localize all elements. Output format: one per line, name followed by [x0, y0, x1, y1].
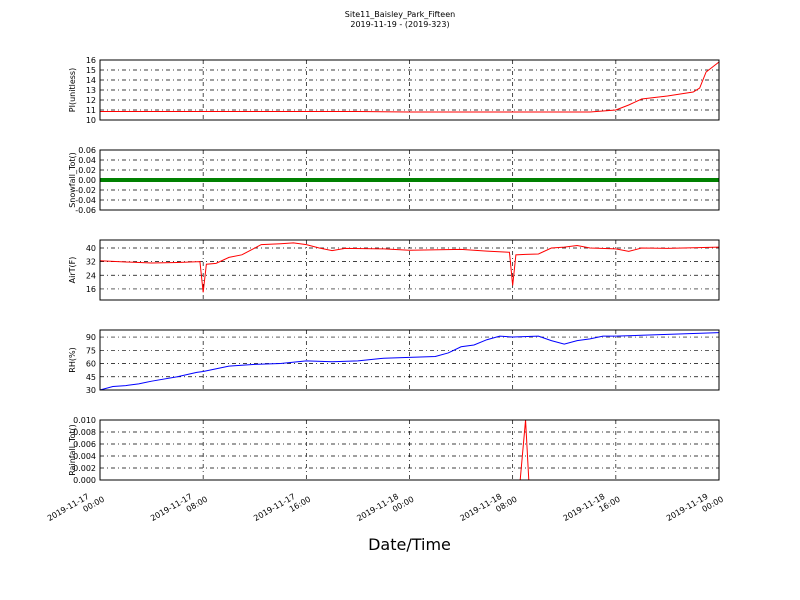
y-axis-label: Rainfall_Tot() [68, 424, 77, 476]
y-tick-label: 10 [86, 116, 96, 125]
y-tick-label: -0.06 [75, 206, 96, 215]
y-axis-label: Snowfall_Tot() [68, 152, 77, 208]
y-tick-label: 75 [86, 346, 96, 355]
y-tick-label: 0.010 [73, 416, 96, 425]
y-axis-label: PI(unitless) [68, 68, 77, 112]
y-tick-label: 0.04 [78, 156, 96, 165]
y-axis-label: RH(%) [68, 347, 77, 372]
chart-subtitle: 2019-11-19 - (2019-323) [350, 20, 449, 29]
data-line [99, 242, 720, 293]
y-tick-label: 0.06 [78, 146, 96, 155]
y-tick-label: 60 [86, 360, 96, 369]
data-line [100, 61, 720, 113]
y-tick-label: 0.00 [78, 176, 96, 185]
y-tick-label: -0.02 [75, 186, 96, 195]
y-axis-label: AirT(F) [68, 257, 77, 284]
y-tick-label: 0.006 [73, 440, 96, 449]
y-tick-label: 0.000 [73, 476, 96, 485]
y-tick-label: 45 [86, 373, 96, 382]
y-tick-label: 0.004 [73, 452, 96, 461]
y-tick-label: 15 [86, 66, 96, 75]
y-tick-label: 90 [86, 333, 96, 342]
plot-frame [99, 149, 720, 211]
y-tick-label: 32 [86, 258, 96, 267]
y-tick-label: 0.02 [78, 166, 96, 175]
y-tick-label: 0.008 [73, 428, 96, 437]
y-tick-label: 16 [86, 56, 96, 65]
y-tick-label: 11 [86, 106, 96, 115]
y-tick-label: 16 [86, 285, 96, 294]
plot-frame [99, 419, 720, 481]
y-tick-label: -0.04 [75, 196, 96, 205]
plot-frame [99, 239, 720, 301]
y-tick-label: 0.002 [73, 464, 96, 473]
data-line [99, 332, 720, 391]
plot-frame [99, 59, 720, 121]
plot-frame [99, 329, 720, 391]
y-tick-label: 40 [86, 244, 96, 253]
y-tick-label: 13 [86, 86, 96, 95]
x-axis-label: Date/Time [368, 535, 451, 554]
y-tick-label: 14 [86, 76, 96, 85]
chart-title: Site11_Baisley_Park_Fifteen [345, 10, 455, 19]
y-tick-label: 24 [86, 271, 96, 280]
y-tick-label: 12 [86, 96, 96, 105]
y-tick-label: 30 [86, 386, 96, 395]
